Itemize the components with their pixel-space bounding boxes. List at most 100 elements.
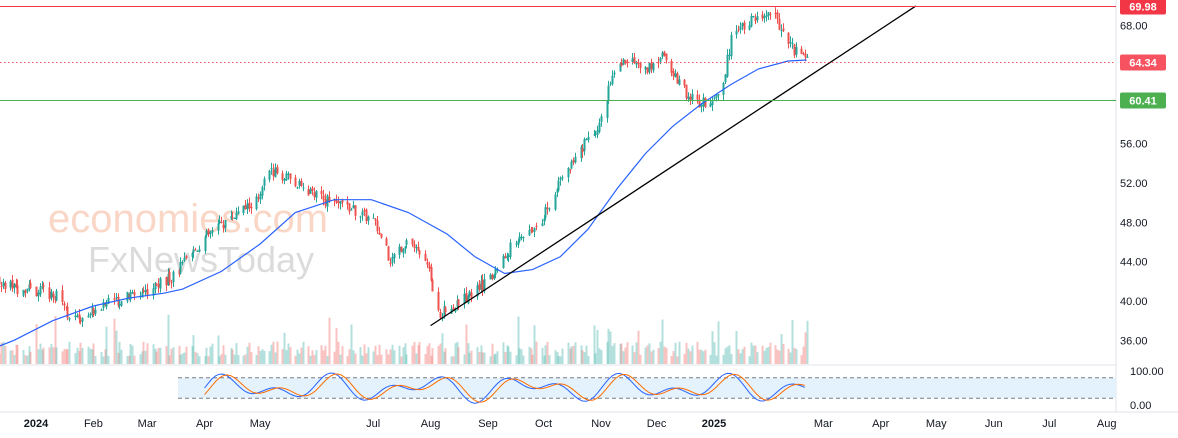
candle	[598, 118, 601, 134]
candle	[778, 13, 781, 31]
volume-bar	[418, 342, 421, 364]
candle	[741, 22, 744, 31]
volume-bar	[509, 351, 512, 364]
volume-bar	[270, 344, 273, 364]
candle	[76, 313, 79, 318]
candle	[207, 228, 210, 238]
candle	[235, 207, 238, 221]
volume-bar	[65, 349, 68, 364]
volume-bar	[263, 350, 266, 364]
volume-bar	[567, 342, 570, 364]
candle	[728, 48, 731, 61]
candle	[782, 23, 785, 33]
candle	[776, 9, 779, 24]
volume-bar	[91, 349, 94, 364]
candle	[572, 157, 575, 166]
volume-bar	[722, 354, 725, 364]
candle	[761, 11, 764, 22]
volume-bar	[315, 350, 318, 364]
candle	[739, 22, 742, 34]
volume-bar	[168, 355, 171, 364]
volume-bar	[352, 350, 355, 364]
volume-bar	[556, 352, 559, 364]
candle	[22, 289, 25, 298]
volume-bar	[92, 343, 95, 364]
volume-bar	[467, 343, 470, 364]
candle	[237, 206, 240, 215]
candle	[194, 247, 197, 251]
volume-bar	[531, 354, 534, 364]
volume-bar	[585, 345, 588, 364]
volume-bar	[322, 350, 325, 364]
candle	[313, 187, 316, 201]
time-tick-label: Jun	[985, 418, 1003, 430]
volume-bar	[167, 314, 170, 364]
volume-bar	[78, 351, 81, 364]
volume-bar	[66, 348, 69, 364]
candle	[296, 186, 299, 190]
volume-bar	[359, 347, 362, 364]
candle	[509, 239, 512, 260]
candle	[118, 300, 121, 310]
volume-bar	[413, 342, 416, 364]
volume-bar	[470, 350, 473, 364]
price-tick-label: 68.00	[1120, 21, 1148, 33]
volume-bar	[287, 343, 290, 364]
volume-bar	[574, 342, 577, 364]
candle	[806, 53, 809, 58]
volume-bar	[533, 325, 536, 364]
trendline[interactable]	[430, 5, 917, 327]
volume-bar	[639, 354, 642, 364]
candle	[246, 199, 249, 214]
volume-bar	[424, 353, 427, 364]
volume-bar	[117, 352, 120, 364]
volume-bar	[607, 328, 610, 364]
volume-bar	[659, 341, 662, 364]
candle	[750, 13, 753, 28]
volume-bar	[400, 356, 403, 364]
volume-bar	[663, 346, 666, 364]
candle	[439, 308, 442, 320]
candle	[183, 252, 186, 263]
candle	[261, 185, 264, 200]
candle	[580, 144, 583, 162]
price-tick-label: 44.00	[1120, 257, 1148, 269]
volume-bars	[0, 314, 809, 364]
candle	[74, 309, 77, 321]
candle	[233, 217, 236, 219]
volume-bar	[94, 355, 97, 364]
volume-bar	[211, 343, 214, 364]
time-tick-label: Mar	[814, 418, 833, 430]
volume-bar	[570, 346, 573, 364]
volume-bar	[752, 345, 755, 364]
candle	[337, 196, 340, 209]
volume-bar	[302, 341, 305, 364]
time-tick-label: Nov	[591, 418, 611, 430]
volume-bar	[105, 326, 108, 364]
volume-bar	[155, 351, 158, 364]
candle	[661, 50, 664, 60]
volume-bar	[259, 350, 262, 364]
time-tick-label: Apr	[872, 418, 889, 430]
volume-bar	[506, 345, 509, 364]
candle	[248, 197, 251, 212]
volume-bar	[309, 355, 312, 364]
volume-bar	[341, 346, 344, 364]
candle	[113, 293, 116, 305]
candle	[802, 51, 805, 56]
volume-bar	[63, 348, 66, 364]
volume-bar	[365, 353, 368, 364]
volume-bar	[55, 347, 58, 364]
volume-bar	[79, 342, 82, 364]
support-price-tag: 60.41	[1120, 92, 1166, 109]
volume-bar	[689, 351, 692, 364]
candle	[639, 61, 642, 74]
volume-bar	[348, 349, 351, 364]
candle	[444, 305, 447, 316]
candle	[380, 233, 383, 239]
candle	[791, 37, 794, 49]
volume-bar	[48, 347, 51, 364]
candle	[583, 137, 586, 156]
volume-bar	[494, 353, 497, 364]
